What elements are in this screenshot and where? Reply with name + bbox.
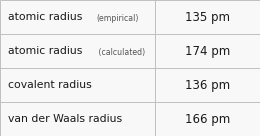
Text: 166 pm: 166 pm <box>185 112 230 126</box>
Text: (calculated): (calculated) <box>96 48 145 57</box>
Text: atomic radius: atomic radius <box>8 46 82 56</box>
Text: 136 pm: 136 pm <box>185 78 230 92</box>
Text: van der Waals radius: van der Waals radius <box>8 114 122 124</box>
Text: (empirical): (empirical) <box>96 14 139 23</box>
Text: 135 pm: 135 pm <box>185 10 230 24</box>
Text: covalent radius: covalent radius <box>8 80 92 90</box>
Text: 174 pm: 174 pm <box>185 44 230 58</box>
Text: atomic radius: atomic radius <box>8 12 82 22</box>
